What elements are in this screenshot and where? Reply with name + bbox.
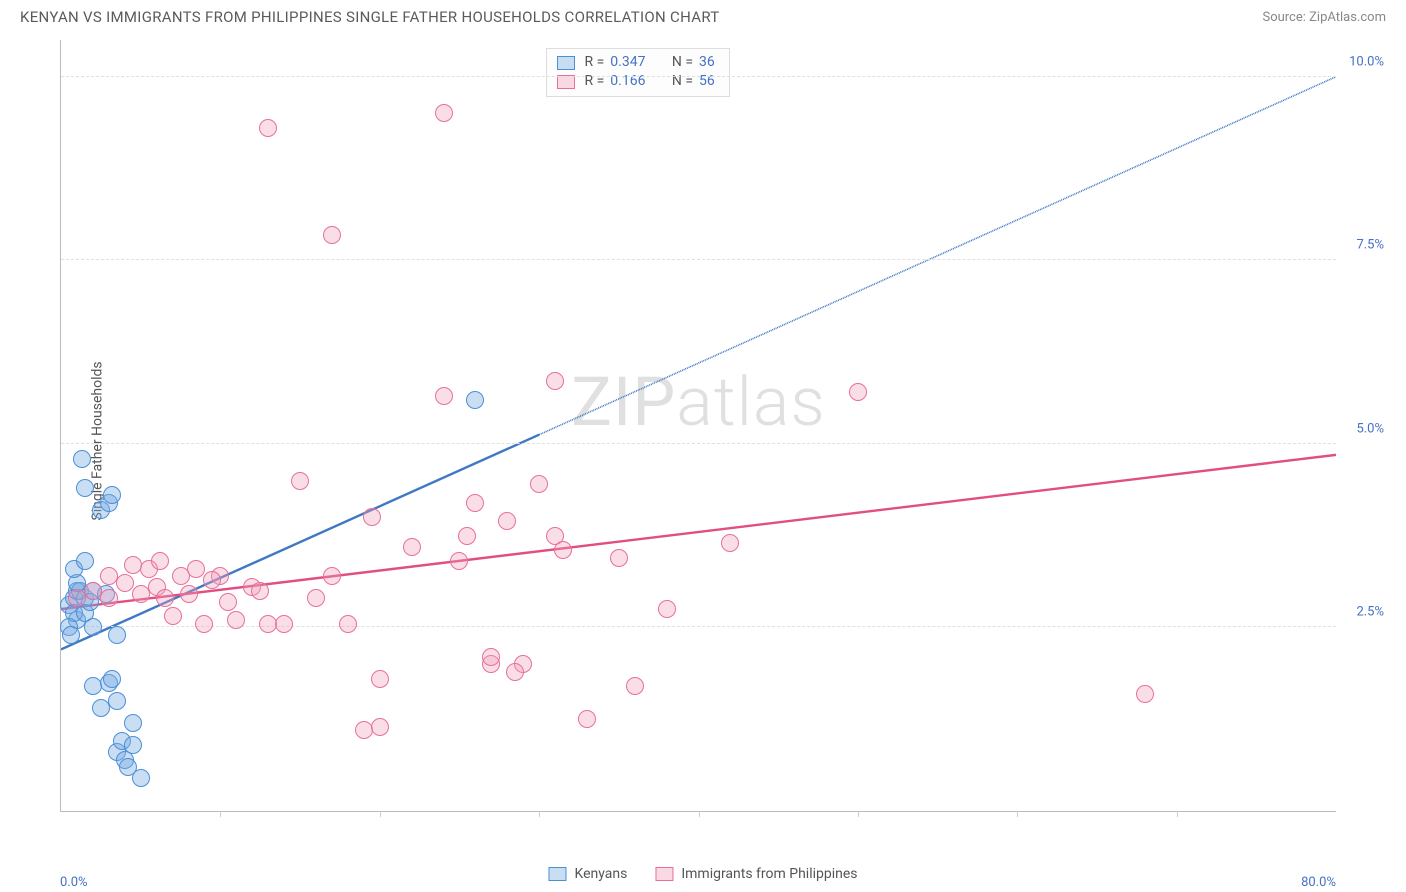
data-point [259,119,277,137]
data-point [164,607,182,625]
data-point [506,663,524,681]
data-point [610,549,628,567]
x-tick [1177,811,1178,817]
data-point [203,571,221,589]
swatch-icon [557,75,575,89]
data-point [151,552,169,570]
stats-legend: R = 0.347 N = 36R = 0.166 N = 56 [546,48,730,97]
data-point [339,615,357,633]
data-point [578,710,596,728]
data-point [62,626,80,644]
data-point [103,486,121,504]
data-point [554,541,572,559]
data-point [195,615,213,633]
data-point [116,574,134,592]
chart-area: Single Father Households ZIPatlas R = 0.… [48,40,1386,842]
y-tick-label: 10.0% [1349,54,1384,69]
data-point [108,692,126,710]
series-legend: Kenyans Immigrants from Philippines [548,866,857,882]
x-axis-end: 80.0% [1301,875,1336,890]
data-point [658,600,676,618]
data-point [103,670,121,688]
data-point [275,615,293,633]
data-point [180,585,198,603]
plot-region: ZIPatlas R = 0.347 N = 36R = 0.166 N = 5… [60,40,1336,812]
data-point [371,718,389,736]
stats-row: R = 0.347 N = 36 [557,53,715,73]
data-point [530,475,548,493]
data-point [124,714,142,732]
y-tick-label: 5.0% [1356,421,1384,436]
data-point [403,538,421,556]
swatch-icon [655,867,673,881]
data-point [108,626,126,644]
x-tick [220,811,221,817]
data-point [132,769,150,787]
data-point [84,618,102,636]
data-point [626,677,644,695]
data-point [371,670,389,688]
data-point [721,534,739,552]
data-point [307,589,325,607]
gridline [61,76,1336,77]
data-point [124,736,142,754]
data-point [219,593,237,611]
data-point [458,527,476,545]
x-tick [380,811,381,817]
swatch-icon [557,56,575,70]
data-point [450,552,468,570]
y-tick-label: 2.5% [1356,605,1384,620]
x-tick [858,811,859,817]
gridline [61,259,1336,260]
x-tick [699,811,700,817]
x-tick [1017,811,1018,817]
y-tick-label: 7.5% [1356,238,1384,253]
swatch-icon [548,867,566,881]
data-point [291,472,309,490]
data-point [435,387,453,405]
data-point [92,699,110,717]
chart-title: KENYAN VS IMMIGRANTS FROM PHILIPPINES SI… [20,8,720,26]
data-point [498,512,516,530]
data-point [227,611,245,629]
data-point [251,582,269,600]
data-point [76,552,94,570]
data-point [187,560,205,578]
data-point [482,648,500,666]
data-point [466,494,484,512]
data-point [124,556,142,574]
data-point [1136,685,1154,703]
gridline [61,443,1336,444]
legend-item-philippines: Immigrants from Philippines [655,866,857,882]
watermark: ZIPatlas [571,362,826,442]
gridline [61,626,1336,627]
data-point [435,104,453,122]
data-point [323,226,341,244]
source-label: Source: ZipAtlas.com [1262,10,1386,25]
data-point [76,479,94,497]
x-tick [539,811,540,817]
data-point [466,391,484,409]
data-point [363,508,381,526]
legend-item-kenyans: Kenyans [548,866,627,882]
data-point [849,383,867,401]
data-point [546,372,564,390]
data-point [100,589,118,607]
data-point [323,567,341,585]
data-point [156,589,174,607]
data-point [73,450,91,468]
x-axis-start: 0.0% [60,875,88,890]
